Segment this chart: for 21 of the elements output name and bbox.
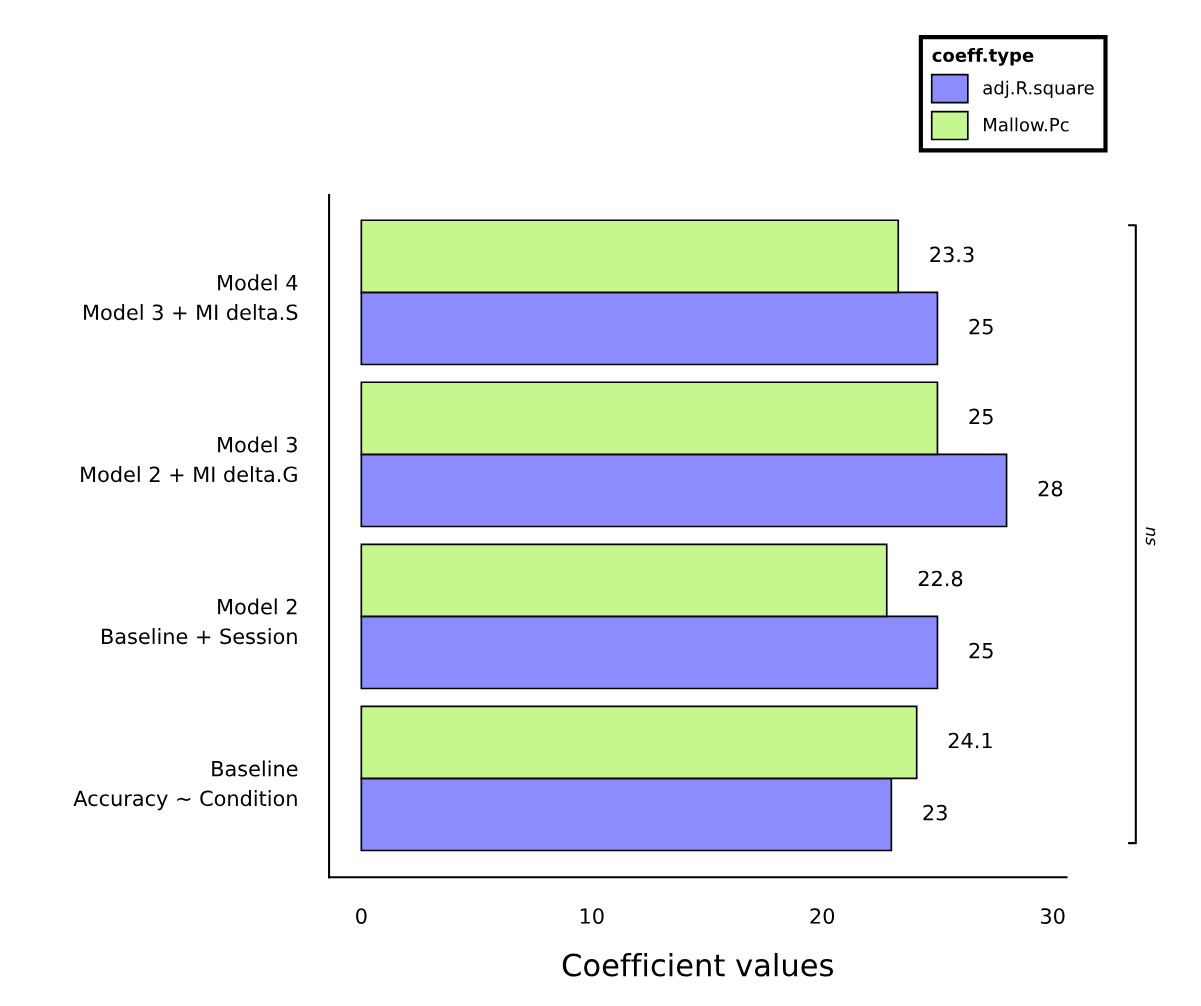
y-tick-label: Model 4 Model 3 + MI delta.S — [84, 274, 298, 321]
y-tick-label: Baseline Accuracy ~ Condition — [73, 760, 298, 811]
data-label: 25 — [969, 318, 993, 335]
x-tick-label: 0 — [356, 908, 367, 924]
data-label: 25 — [969, 408, 993, 425]
x-tick-label: 10 — [580, 908, 604, 924]
legend-title: coeff.type — [932, 48, 1034, 66]
legend-label: adj.R.square — [983, 80, 1094, 99]
x-tick-label: 30 — [1040, 908, 1065, 924]
legend-label: Mallow.Pc — [984, 117, 1069, 132]
data-label: 28 — [1038, 480, 1063, 497]
y-tick-label: Model 2 Baseline + Session — [102, 598, 297, 645]
x-axis-title: Coefficient values — [562, 952, 833, 977]
data-label: 22.8 — [918, 570, 963, 587]
y-tick-label: Model 3 Model 2 + MI delta.G — [81, 436, 297, 483]
data-label: 23 — [923, 804, 947, 821]
x-tick-label: 20 — [810, 908, 835, 924]
data-label: 23.3 — [930, 246, 974, 263]
data-label: 24.1 — [948, 732, 992, 749]
data-label: 25 — [969, 642, 993, 659]
text: ns — [1145, 527, 1156, 546]
